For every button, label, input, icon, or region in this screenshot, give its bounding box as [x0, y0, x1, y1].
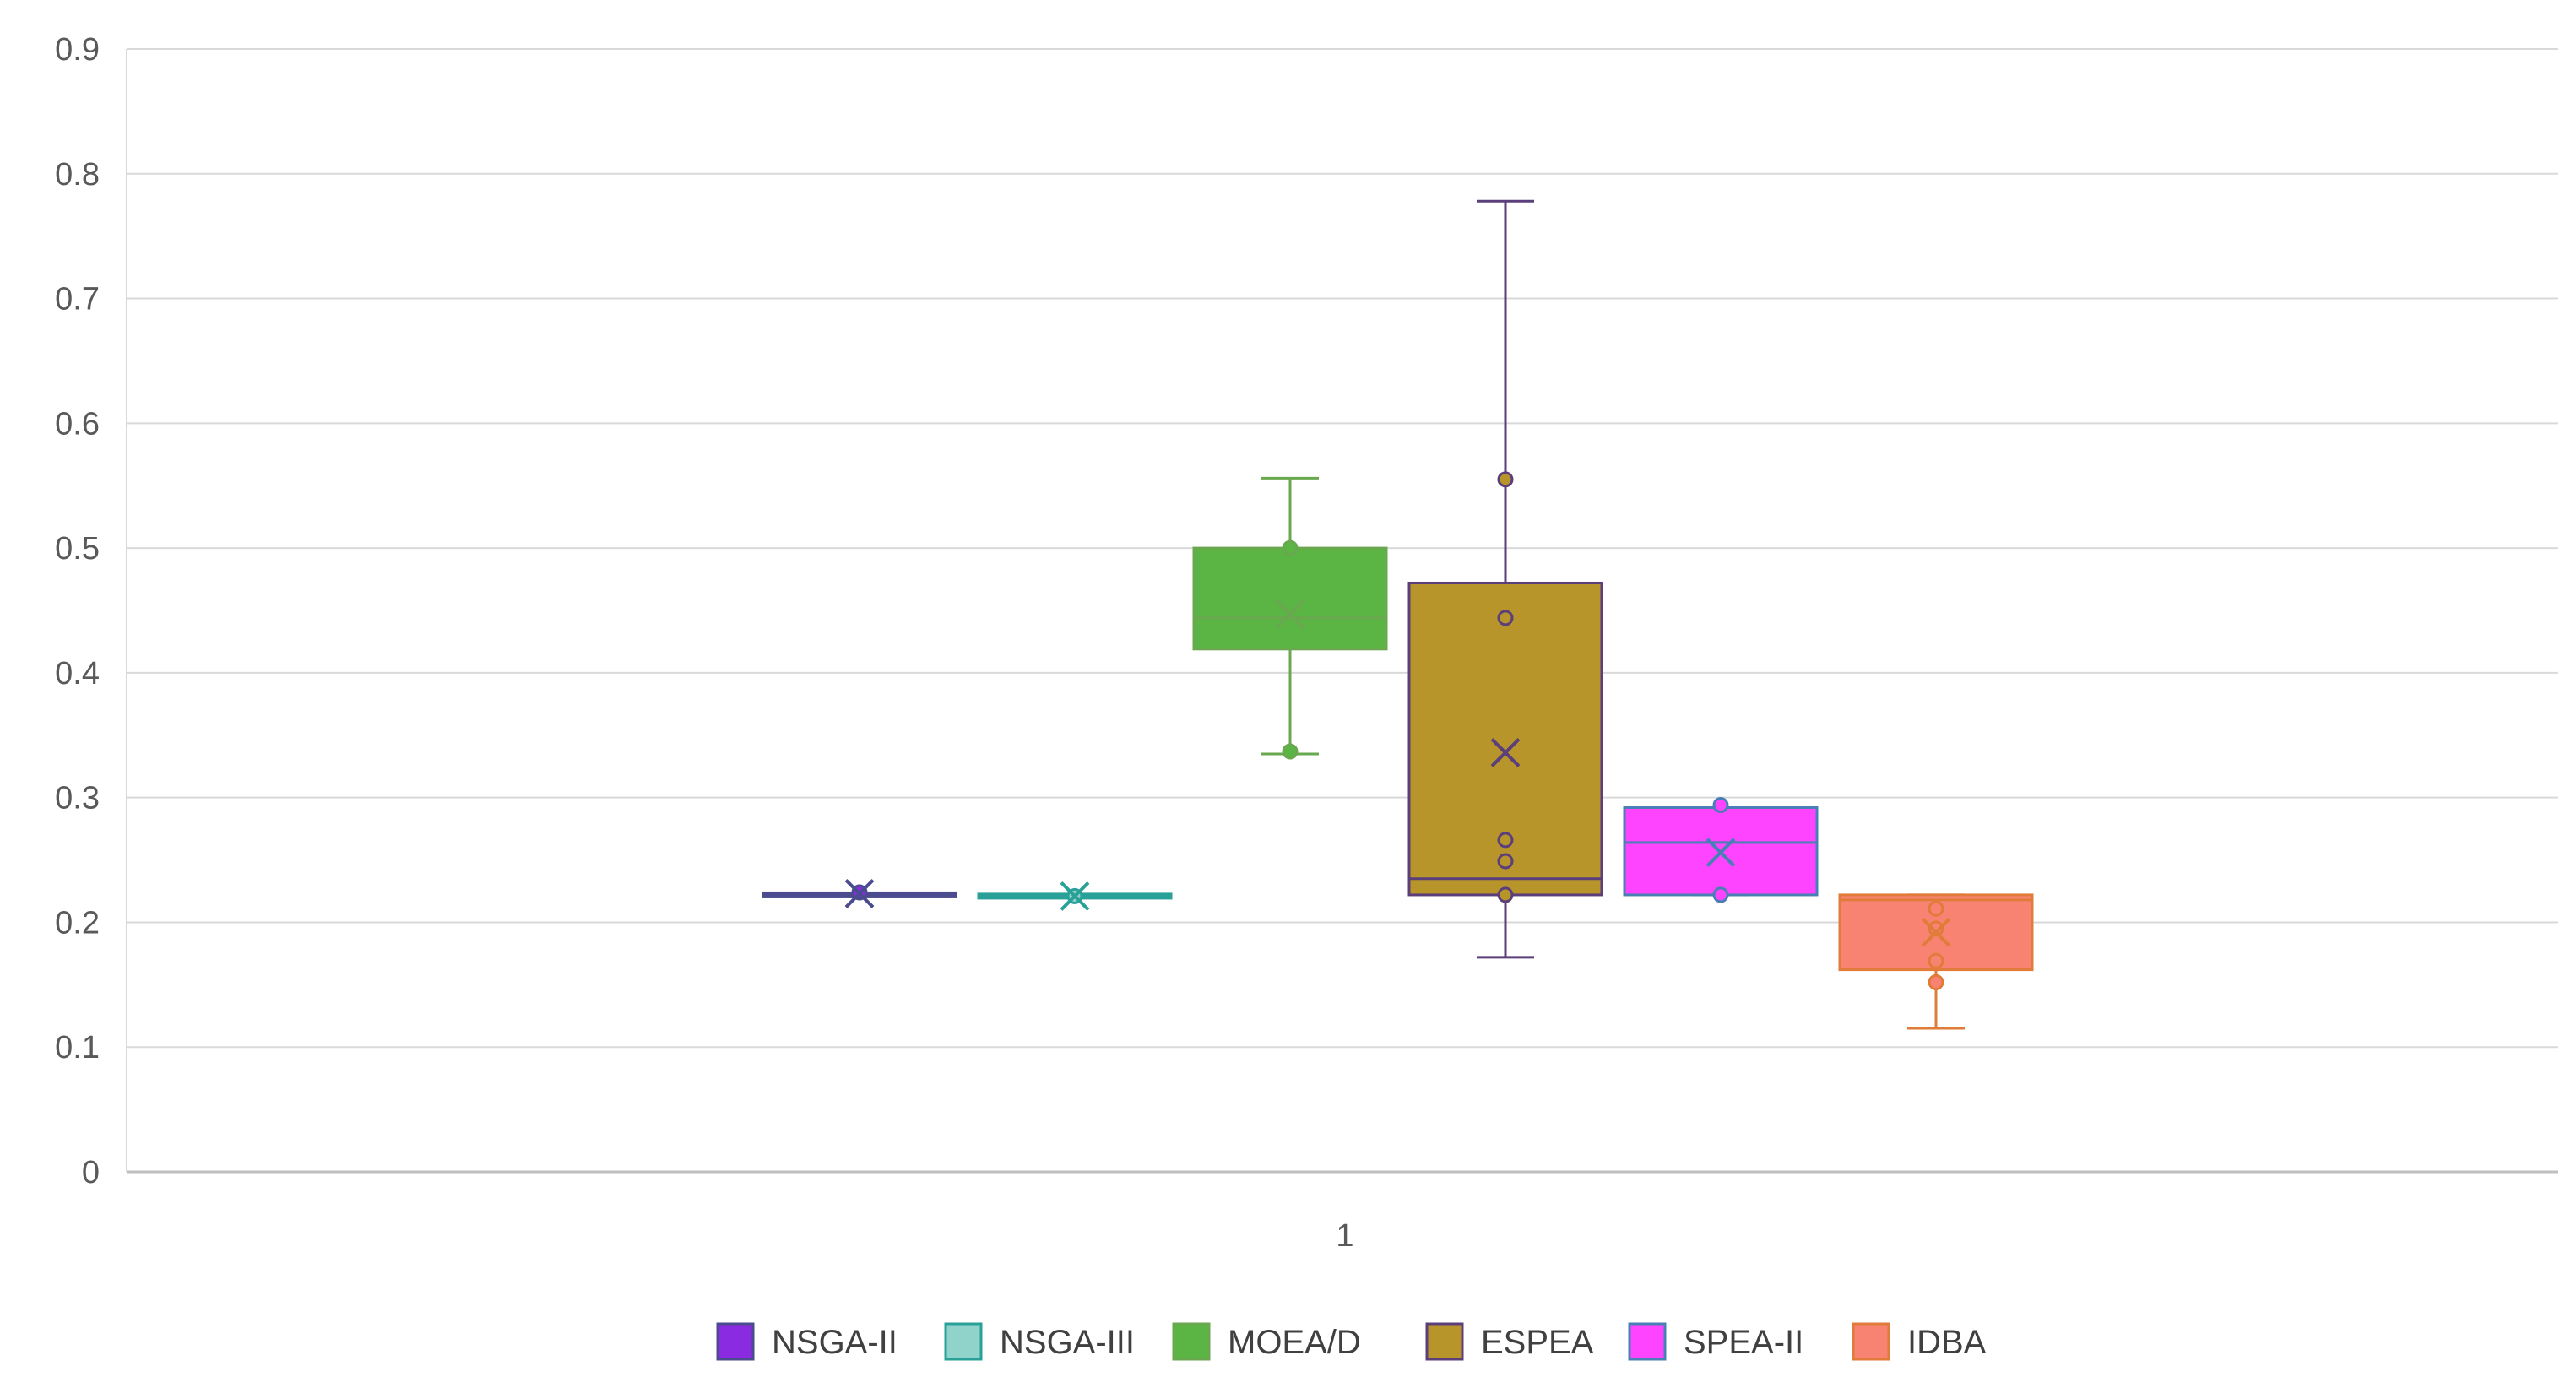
data-point	[1497, 610, 1514, 626]
legend-item-espea: ESPEA	[1425, 1322, 1594, 1361]
legend-swatch	[1425, 1322, 1464, 1361]
legend-label: MOEA/D	[1228, 1324, 1361, 1361]
y-tick-label: 0.2	[55, 905, 100, 941]
y-tick-label: 0.3	[55, 781, 100, 816]
legend-swatch	[1852, 1322, 1890, 1361]
legend-label: ESPEA	[1481, 1324, 1594, 1361]
y-tick-label: 0.1	[55, 1030, 100, 1065]
data-point	[1497, 886, 1514, 903]
box-nsga-ii	[762, 879, 957, 908]
box-nsga-iii	[977, 881, 1173, 911]
y-axis-ticks: 0 0.1 0.2 0.3 0.4 0.5 0.6 0.7 0.8 0.9	[55, 32, 100, 1190]
box-series	[762, 199, 2034, 1030]
y-tick-label: 0.9	[55, 32, 100, 68]
x-axis-ticks: 1	[1336, 1218, 1353, 1254]
legend-label: IDBA	[1907, 1324, 1987, 1361]
legend-swatch	[1628, 1322, 1667, 1361]
y-tick-label: 0.7	[55, 282, 100, 317]
x-tick-label: 1	[1336, 1218, 1353, 1254]
box-idba	[1838, 893, 2034, 1030]
y-tick-label: 0.5	[55, 531, 100, 567]
legend-label: SPEA-II	[1684, 1324, 1803, 1361]
legend-swatch	[716, 1322, 755, 1361]
data-point	[1928, 973, 1944, 990]
mean-x-stroke	[1490, 738, 1521, 767]
y-tick-label: 0.6	[55, 406, 100, 442]
mean-x-stroke	[1706, 838, 1736, 868]
mean-marker	[1275, 599, 1305, 629]
box-moea-d	[1192, 476, 1388, 760]
mean-x-stroke	[1921, 917, 1951, 947]
legend-swatch	[1172, 1322, 1211, 1361]
legend-label: NSGA-II	[772, 1324, 898, 1361]
legend-item-nsga-ii: NSGA-II	[716, 1322, 898, 1361]
mean-marker	[1921, 917, 1951, 947]
legend-swatch	[944, 1322, 983, 1361]
box-iqr	[1192, 546, 1388, 651]
data-point	[1497, 471, 1514, 488]
data-point	[1497, 832, 1514, 849]
y-tick-label: 0.8	[55, 157, 100, 192]
legend-label: NSGA-III	[1000, 1324, 1135, 1361]
data-point	[1928, 920, 1944, 937]
legend-item-idba: IDBA	[1852, 1322, 1987, 1361]
y-tick-label: 0.4	[55, 656, 100, 691]
mean-marker	[1706, 838, 1736, 868]
legend-item-moea-d: MOEA/D	[1172, 1322, 1361, 1361]
data-point	[1712, 797, 1729, 814]
mean-marker	[844, 879, 875, 908]
data-point	[1497, 853, 1514, 870]
data-point	[1928, 952, 1944, 969]
box-spea-ii	[1623, 797, 1819, 903]
y-tick-label: 0	[82, 1155, 100, 1190]
legend-item-spea-ii: SPEA-II	[1628, 1322, 1803, 1361]
data-point	[1282, 743, 1299, 760]
mean-x-stroke	[1275, 599, 1305, 629]
mean-marker	[1490, 738, 1521, 767]
mean-marker	[1060, 881, 1090, 911]
legend-item-nsga-iii: NSGA-III	[944, 1322, 1135, 1361]
legend: NSGA-II NSGA-III MOEA/D ESPEA SPEA-II IDBA	[716, 1322, 1987, 1361]
data-point	[1282, 539, 1299, 556]
mean-x-stroke	[844, 879, 875, 908]
data-point	[1712, 886, 1729, 903]
data-point	[1928, 900, 1944, 917]
mean-x-stroke	[1060, 881, 1090, 911]
box-espea	[1407, 199, 1603, 959]
box-iqr	[1407, 581, 1603, 897]
